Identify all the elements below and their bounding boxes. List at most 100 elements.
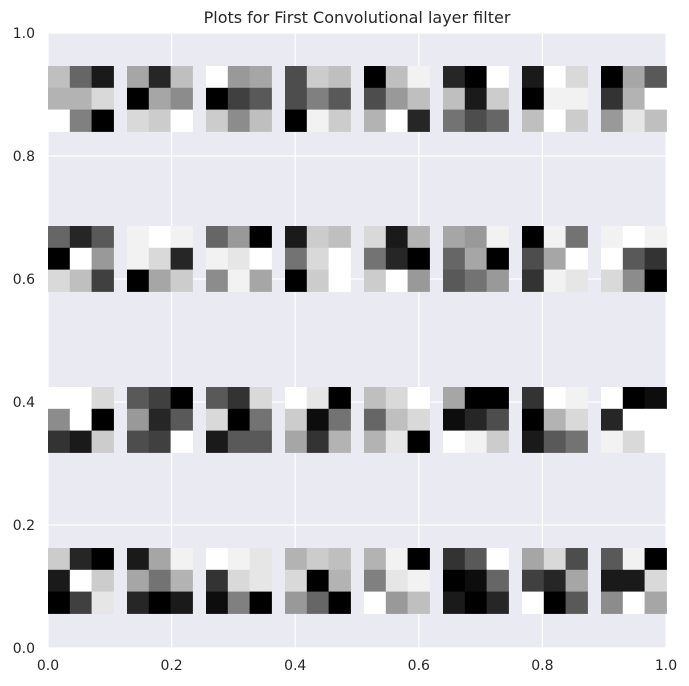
filter-cell-r2-c3-1-0 xyxy=(285,408,308,432)
filter-cell-r0-c3-1-1 xyxy=(306,87,330,111)
filter-cell-r3-c0-0-2 xyxy=(91,548,114,571)
filter-r3-c1 xyxy=(127,548,193,614)
filter-cell-r2-c7-0-1 xyxy=(622,387,646,410)
filter-cell-r2-c2-1-1 xyxy=(227,408,251,432)
filter-cell-r1-c3-2-1 xyxy=(306,269,330,292)
filter-cell-r1-c6-0-2 xyxy=(565,226,588,249)
filter-cell-r0-c6-1-0 xyxy=(522,87,545,111)
filter-cell-r2-c3-2-0 xyxy=(285,430,308,453)
filter-cell-r0-c5-0-0 xyxy=(443,66,466,89)
filter-cell-r3-c5-0-0 xyxy=(443,548,466,571)
filter-cell-r2-c5-0-0 xyxy=(443,387,466,410)
filter-cell-r3-c6-0-2 xyxy=(565,548,588,571)
filter-cell-r1-c6-1-2 xyxy=(565,247,588,271)
filter-cell-r0-c4-1-2 xyxy=(407,87,430,111)
filter-cell-r1-c0-2-2 xyxy=(91,269,114,292)
filter-cell-r1-c7-1-0 xyxy=(601,247,624,271)
filter-cell-r3-c0-1-2 xyxy=(91,569,114,593)
filter-cell-r0-c7-1-2 xyxy=(644,87,667,111)
filter-cell-r3-c5-2-1 xyxy=(464,591,488,614)
filter-cell-r1-c6-1-0 xyxy=(522,247,545,271)
filter-cell-r3-c4-2-2 xyxy=(407,591,430,614)
filter-cell-r3-c2-0-0 xyxy=(206,548,229,571)
filter-cell-r0-c2-0-0 xyxy=(206,66,229,89)
filter-cell-r2-c5-2-2 xyxy=(486,430,509,453)
filter-cell-r3-c1-2-0 xyxy=(127,591,150,614)
filter-cell-r3-c7-2-1 xyxy=(622,591,646,614)
filter-cell-r1-c3-1-1 xyxy=(306,247,330,271)
filter-r3-c6 xyxy=(522,548,588,614)
filter-cell-r3-c6-1-0 xyxy=(522,569,545,593)
filter-cell-r2-c7-1-2 xyxy=(644,408,667,432)
filter-cell-r1-c5-0-1 xyxy=(464,226,488,249)
filter-cell-r2-c2-0-1 xyxy=(227,387,251,410)
filter-cell-r2-c1-1-1 xyxy=(148,408,172,432)
filter-cell-r2-c6-0-0 xyxy=(522,387,545,410)
filter-cell-r2-c2-2-2 xyxy=(249,430,272,453)
filter-cell-r3-c5-2-2 xyxy=(486,591,509,614)
filter-cell-r3-c6-0-0 xyxy=(522,548,545,571)
filter-cell-r2-c4-2-2 xyxy=(407,430,430,453)
filter-cell-r3-c3-0-2 xyxy=(328,548,351,571)
filter-r1-c5 xyxy=(443,226,509,292)
filter-cell-r1-c5-2-2 xyxy=(486,269,509,292)
filter-cell-r2-c6-1-2 xyxy=(565,408,588,432)
filter-r3-c4 xyxy=(364,548,430,614)
filter-cell-r0-c2-2-2 xyxy=(249,109,272,132)
filter-cell-r1-c4-1-0 xyxy=(364,247,387,271)
filter-cell-r1-c7-2-2 xyxy=(644,269,667,292)
filter-cell-r0-c5-2-1 xyxy=(464,109,488,132)
filter-cell-r3-c3-1-0 xyxy=(285,569,308,593)
filter-cell-r1-c5-2-1 xyxy=(464,269,488,292)
filter-cell-r3-c1-0-1 xyxy=(148,548,172,571)
filter-cell-r1-c1-0-2 xyxy=(170,226,193,249)
filter-cell-r2-c0-1-0 xyxy=(48,408,71,432)
filter-cell-r2-c1-0-2 xyxy=(170,387,193,410)
filter-r2-c4 xyxy=(364,387,430,453)
filter-cell-r0-c7-2-1 xyxy=(622,109,646,132)
filter-cell-r0-c1-1-2 xyxy=(170,87,193,111)
filter-cell-r3-c5-2-0 xyxy=(443,591,466,614)
filter-cell-r1-c5-0-2 xyxy=(486,226,509,249)
filter-cell-r1-c5-2-0 xyxy=(443,269,466,292)
filter-cell-r3-c7-1-1 xyxy=(622,569,646,593)
x-tick-label-2: 0.4 xyxy=(284,658,306,674)
filter-cell-r1-c2-1-2 xyxy=(249,247,272,271)
filter-cell-r0-c3-2-2 xyxy=(328,109,351,132)
x-tick-label-1: 0.2 xyxy=(160,658,182,674)
filter-cell-r1-c7-0-1 xyxy=(622,226,646,249)
filter-cell-r3-c2-1-0 xyxy=(206,569,229,593)
filter-r3-c3 xyxy=(285,548,351,614)
filter-cell-r2-c0-2-2 xyxy=(91,430,114,453)
filter-cell-r1-c3-2-2 xyxy=(328,269,351,292)
filter-cells xyxy=(48,66,667,614)
filter-cell-r1-c2-0-0 xyxy=(206,226,229,249)
filter-cell-r2-c3-0-1 xyxy=(306,387,330,410)
filter-cell-r1-c7-0-2 xyxy=(644,226,667,249)
filter-cell-r2-c6-2-0 xyxy=(522,430,545,453)
filter-cell-r2-c5-2-1 xyxy=(464,430,488,453)
filter-cell-r2-c2-1-2 xyxy=(249,408,272,432)
filter-cell-r2-c1-0-0 xyxy=(127,387,150,410)
filter-cell-r2-c0-0-0 xyxy=(48,387,71,410)
filter-cell-r0-c7-0-1 xyxy=(622,66,646,89)
filter-cell-r2-c4-2-1 xyxy=(385,430,409,453)
filter-cell-r3-c5-1-0 xyxy=(443,569,466,593)
filter-cell-r1-c0-0-0 xyxy=(48,226,71,249)
filter-cell-r0-c2-1-0 xyxy=(206,87,229,111)
filter-cell-r0-c6-0-1 xyxy=(543,66,567,89)
filter-r0-c1 xyxy=(127,66,193,132)
filter-cell-r3-c1-1-0 xyxy=(127,569,150,593)
filter-r2-c1 xyxy=(127,387,193,453)
filter-cell-r0-c7-2-0 xyxy=(601,109,624,132)
filter-cell-r1-c7-0-0 xyxy=(601,226,624,249)
filter-cell-r0-c7-2-2 xyxy=(644,109,667,132)
filter-r0-c5 xyxy=(443,66,509,132)
filter-cell-r0-c3-2-1 xyxy=(306,109,330,132)
filter-r3-c0 xyxy=(48,548,114,614)
filter-cell-r3-c6-2-0 xyxy=(522,591,545,614)
filter-cell-r0-c1-2-0 xyxy=(127,109,150,132)
filter-cell-r0-c4-1-0 xyxy=(364,87,387,111)
filter-r1-c6 xyxy=(522,226,588,292)
filter-cell-r1-c2-0-1 xyxy=(227,226,251,249)
